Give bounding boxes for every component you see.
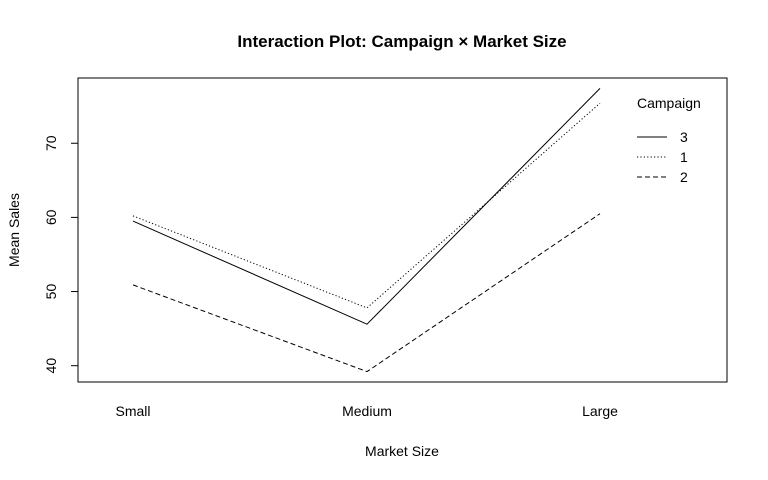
series-line-campaign-2 [132,213,601,373]
y-axis: 40 50 60 70 [43,135,78,373]
x-tick-label-large: Large [582,403,618,419]
plot-frame [77,77,728,383]
y-tick-label: 60 [43,209,59,225]
x-axis-label: Market Size [365,443,439,459]
series-line-campaign-3 [132,88,601,325]
legend-label-campaign-3: 3 [680,129,688,145]
x-tick-label-medium: Medium [342,403,392,419]
legend-title: Campaign [637,95,701,111]
chart-title: Interaction Plot: Campaign × Market Size [237,32,566,51]
y-axis-label: Mean Sales [6,193,22,267]
legend-label-campaign-1: 1 [680,149,688,165]
legend: Campaign 3 1 2 [637,95,701,185]
x-tick-labels: Small Medium Large [115,403,618,419]
x-tick-label-small: Small [115,403,150,419]
legend-label-campaign-2: 2 [680,169,688,185]
y-tick-label: 50 [43,284,59,300]
y-tick-label: 40 [43,358,59,374]
series-line-campaign-1 [132,102,601,309]
y-tick-label: 70 [43,135,59,151]
series-lines [132,88,601,373]
